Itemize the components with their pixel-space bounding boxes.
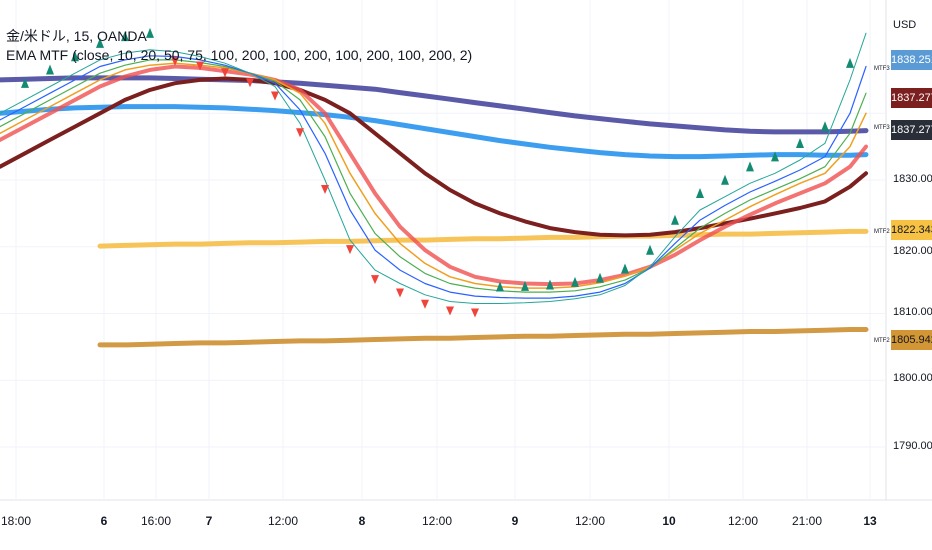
down-marker xyxy=(271,91,279,101)
ema50-line xyxy=(0,59,867,293)
mtf-label: MTF3 xyxy=(874,66,890,72)
price-tag-mtf2-upper: 1822.343 xyxy=(891,220,932,240)
price-tag-ema200: 1837.277 xyxy=(891,88,932,108)
up-marker xyxy=(596,272,604,283)
up-marker xyxy=(71,51,79,62)
ema10-line xyxy=(0,32,867,304)
time-tick: 6 xyxy=(100,514,108,528)
price-tick: 1830.000 xyxy=(893,173,932,185)
time-tick: 12:00 xyxy=(421,514,453,528)
up-marker xyxy=(546,279,554,290)
up-marker xyxy=(96,37,104,48)
ema100-line xyxy=(0,64,868,287)
up-marker xyxy=(771,151,779,162)
down-marker xyxy=(296,128,304,138)
price-tag-mtf2-lower: 1805.942 xyxy=(891,330,932,350)
up-marker xyxy=(571,276,579,287)
up-marker xyxy=(746,161,754,172)
time-tick: 21:00 xyxy=(791,514,823,528)
time-tick: 7 xyxy=(205,514,213,528)
down-marker xyxy=(346,245,354,255)
price-axis-panel xyxy=(886,0,932,500)
mtf-label: MTF3 xyxy=(874,125,890,131)
down-marker xyxy=(471,308,479,318)
price-tag-mtf3: 1838.251 xyxy=(891,50,932,70)
up-marker xyxy=(521,280,529,291)
down-marker xyxy=(196,61,204,71)
up-marker xyxy=(496,281,504,292)
up-marker xyxy=(621,263,629,274)
ema20-line xyxy=(0,55,867,299)
mtf2-upper-ema-line xyxy=(97,228,869,249)
time-tick: 10 xyxy=(662,514,676,528)
time-tick: 8 xyxy=(358,514,366,528)
time-tick: 9 xyxy=(511,514,519,528)
price-tick: 1800.000 xyxy=(893,372,932,384)
price-tag-last: 1837.277 xyxy=(891,120,932,140)
mtf-label: MTF2 xyxy=(874,338,890,344)
up-marker xyxy=(46,64,54,75)
time-tick: 12:00 xyxy=(727,514,759,528)
time-tick: 12:00 xyxy=(267,514,299,528)
up-marker xyxy=(821,121,829,132)
price-tick: 1820.000 xyxy=(893,245,932,257)
indicator-legend[interactable]: EMA MTF (close, 10, 20, 50, 75, 100, 200… xyxy=(6,47,473,63)
mtf3-ema-line xyxy=(0,104,869,160)
up-marker xyxy=(146,27,154,38)
price-tick: 1810.000 xyxy=(893,306,932,318)
down-marker xyxy=(321,185,329,194)
up-marker xyxy=(121,31,129,42)
time-tick: 16:00 xyxy=(140,514,172,528)
symbol-legend[interactable]: 金/米ドル, 15, OANDA xyxy=(6,28,147,44)
down-marker xyxy=(171,56,179,66)
up-marker xyxy=(721,174,729,185)
up-marker xyxy=(646,244,654,255)
down-marker xyxy=(396,288,404,298)
down-marker xyxy=(371,275,379,285)
time-tick: 18:00 xyxy=(0,514,32,528)
up-marker xyxy=(846,57,854,68)
up-marker xyxy=(796,137,804,148)
down-marker xyxy=(421,299,429,309)
up-marker xyxy=(671,214,679,225)
down-marker xyxy=(221,68,229,78)
currency-label: USD xyxy=(893,19,917,31)
mtf2-lower-ema-line xyxy=(97,327,869,348)
mtf4-ema-line xyxy=(0,75,869,135)
up-marker xyxy=(21,77,29,88)
time-tick: 12:00 xyxy=(574,514,606,528)
down-marker xyxy=(246,78,254,88)
down-marker xyxy=(446,306,454,316)
ema75-line xyxy=(0,62,867,289)
up-marker xyxy=(696,188,704,199)
mtf-label: MTF2 xyxy=(874,229,890,235)
price-tick: 1790.000 xyxy=(893,440,932,452)
time-tick: 13 xyxy=(863,514,877,528)
